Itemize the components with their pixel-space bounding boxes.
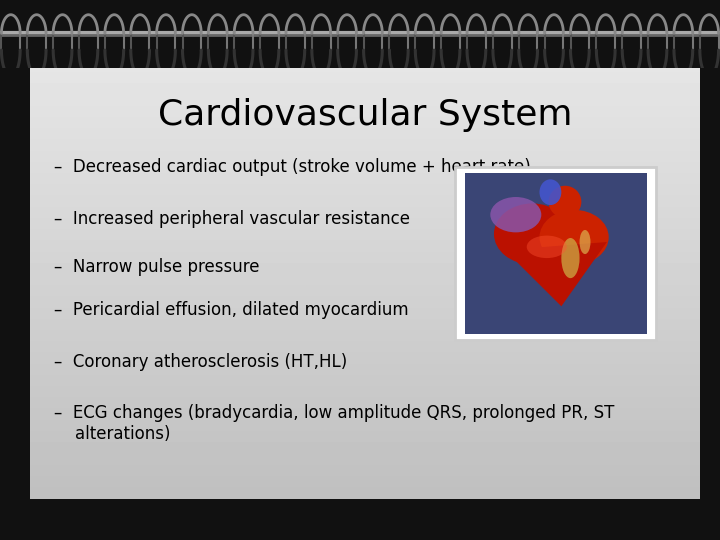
Text: –  Pericardial effusion, dilated myocardium: – Pericardial effusion, dilated myocardi… xyxy=(54,301,408,319)
Ellipse shape xyxy=(539,179,562,205)
Text: –  Coronary atherosclerosis (HT,HL): – Coronary atherosclerosis (HT,HL) xyxy=(54,353,347,370)
Bar xyxy=(456,167,657,340)
Ellipse shape xyxy=(539,210,608,265)
Ellipse shape xyxy=(527,235,567,258)
Ellipse shape xyxy=(562,238,580,278)
Ellipse shape xyxy=(580,230,590,254)
Ellipse shape xyxy=(490,197,541,232)
Text: Cardiovascular System: Cardiovascular System xyxy=(158,98,572,132)
Polygon shape xyxy=(505,242,607,306)
Ellipse shape xyxy=(494,204,570,265)
Text: –  ECG changes (bradycardia, low amplitude QRS, prolonged PR, ST
    alterations: – ECG changes (bradycardia, low amplitud… xyxy=(54,404,614,443)
Text: –  Decreased cardiac output (stroke volume + heart rate): – Decreased cardiac output (stroke volum… xyxy=(54,158,531,176)
Ellipse shape xyxy=(549,186,581,218)
Bar xyxy=(465,173,647,334)
Text: –  Increased peripheral vascular resistance: – Increased peripheral vascular resistan… xyxy=(54,210,410,228)
Text: –  Narrow pulse pressure: – Narrow pulse pressure xyxy=(54,258,259,275)
